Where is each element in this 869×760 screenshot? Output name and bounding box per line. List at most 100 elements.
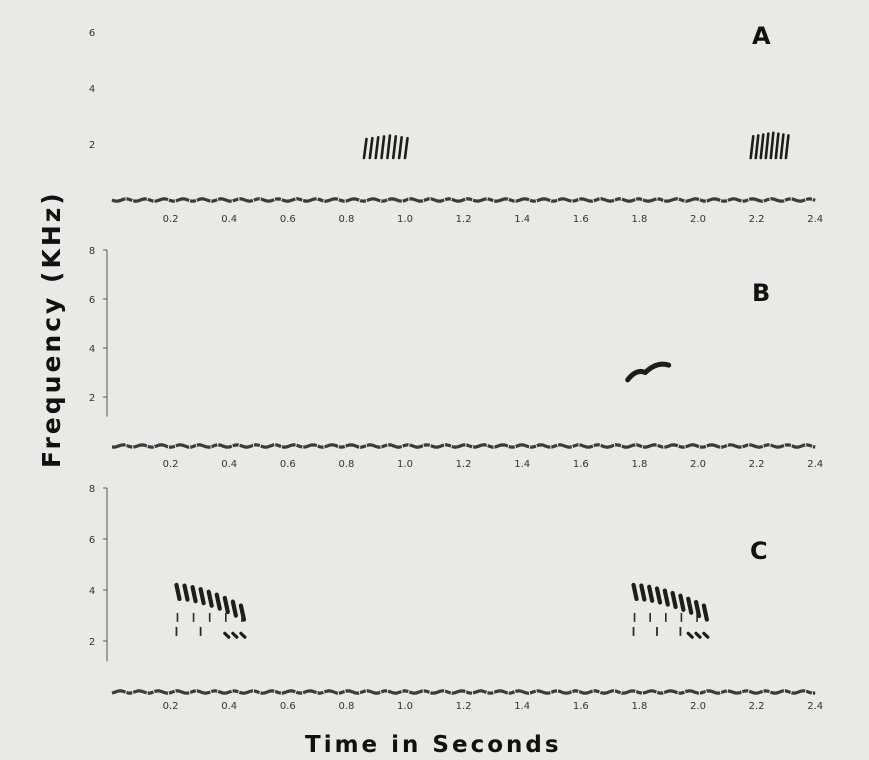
x-tick-label: 2.0 <box>690 459 706 470</box>
trill-note <box>391 135 398 160</box>
x-tick-label: 0.4 <box>221 214 237 225</box>
harmonic-tail <box>686 631 694 639</box>
x-tick-label: 0.6 <box>280 459 296 470</box>
panel-c: C 2 4 6 8 0.2 0.4 0.6 0.8 1.0 1.2 1.4 1.6 1.8 2.0 2.2 2.… <box>89 484 823 712</box>
trill-note <box>764 132 770 160</box>
x-tick-label: 2.4 <box>807 459 823 470</box>
x-tick-label: 0.8 <box>338 459 354 470</box>
trill-note <box>238 603 247 622</box>
x-tick-label: 1.2 <box>456 701 472 712</box>
syllable-2 <box>749 131 790 160</box>
trill-note <box>693 599 702 619</box>
x-tick-label: 1.0 <box>397 701 413 712</box>
x-tick-label: 1.4 <box>514 701 530 712</box>
y-tick-label: 2 <box>89 637 95 648</box>
x-tick-label: 2.4 <box>807 214 823 225</box>
panels-layer: A 2 4 6 8 0.2 0.4 0.6 0.8 1.0 1.2 1.4 1.6 1.8 2.0 2.2 2.… <box>89 22 823 712</box>
x-tick-label: 1.0 <box>397 214 413 225</box>
panel-b: B 2 4 6 8 0.2 0.4 0.6 0.8 1.0 1.2 1.4 1.6 1.8 2.0 2.2 2.… <box>89 246 823 470</box>
syllable-2 <box>642 361 672 375</box>
y-tick-label: 2 <box>89 393 95 404</box>
x-tick-label: 2.2 <box>749 214 765 225</box>
trill-note <box>662 588 670 607</box>
trill-note <box>754 134 760 160</box>
x-tick-label: 0.6 <box>280 214 296 225</box>
trill-note <box>686 596 694 615</box>
x-tick-label: 2.0 <box>690 701 706 712</box>
trill-note <box>769 131 775 160</box>
y-tick-label: 4 <box>89 586 95 597</box>
x-axis-label: Time in Seconds <box>305 732 562 758</box>
trill-note <box>784 134 790 160</box>
y-tick-label: 6 <box>89 535 95 546</box>
trill-note <box>190 585 198 604</box>
trill-note <box>774 132 780 160</box>
y-tick-label: 2 <box>89 140 95 151</box>
trill-note <box>222 595 230 615</box>
x-tick-label: 0.2 <box>163 214 179 225</box>
x-tick-label: 1.8 <box>631 701 647 712</box>
panel-a: A24680.20.40.60.81.01.21.41.61.82.02.22.… <box>89 22 823 225</box>
panel-letter: A <box>752 22 771 50</box>
trill-note <box>654 586 663 605</box>
panel-letter: B <box>752 279 770 307</box>
harmonic-tail <box>239 631 247 639</box>
trill-note <box>214 592 222 611</box>
x-tick-label: 2.2 <box>749 701 765 712</box>
trill-note <box>647 584 655 603</box>
trill-note <box>701 603 709 622</box>
trill-note <box>403 136 409 160</box>
trill-note <box>380 135 386 160</box>
x-tick-label: 1.0 <box>397 459 413 470</box>
y-axis-label: Frequency (KHz) <box>37 190 66 468</box>
trill-note <box>206 589 214 608</box>
trill-note <box>174 582 182 602</box>
x-tick-label: 0.8 <box>338 214 354 225</box>
x-tick-label: 0.2 <box>163 459 179 470</box>
x-tick-label: 1.6 <box>573 701 589 712</box>
y-tick-label: 4 <box>89 84 95 95</box>
slur-note <box>642 361 672 375</box>
x-tick-label: 1.2 <box>456 214 472 225</box>
x-tick-label: 1.4 <box>514 459 530 470</box>
trill-note <box>631 582 639 602</box>
trill-note <box>749 135 755 160</box>
trill-note <box>182 583 190 602</box>
x-tick-label: 2.4 <box>807 701 823 712</box>
trill-note <box>230 599 238 618</box>
x-tick-label: 1.6 <box>573 214 589 225</box>
x-tick-label: 0.2 <box>163 701 179 712</box>
x-tick-label: 1.8 <box>631 214 647 225</box>
y-tick-label: 6 <box>89 28 95 39</box>
harmonic-tail <box>223 631 231 639</box>
x-tick-label: 1.4 <box>514 214 530 225</box>
x-tick-label: 1.2 <box>456 459 472 470</box>
x-tick-label: 0.8 <box>338 701 354 712</box>
harmonic-tail <box>702 631 710 639</box>
x-tick-label: 1.8 <box>631 459 647 470</box>
y-tick-label: 8 <box>89 246 95 257</box>
trill-note <box>386 134 392 160</box>
panel-letter: C <box>750 537 768 565</box>
x-tick-label: 0.6 <box>280 701 296 712</box>
harmonic-tail <box>231 631 239 639</box>
y-tick-label: 8 <box>89 484 95 495</box>
harmonic-tail <box>694 631 702 639</box>
y-tick-label: 6 <box>89 295 95 306</box>
noise-baseline <box>111 689 816 695</box>
trill-note <box>368 136 374 160</box>
trill-note <box>779 133 785 160</box>
noise-baseline <box>111 443 816 449</box>
trill-note <box>678 593 686 612</box>
x-tick-label: 0.4 <box>221 701 237 712</box>
noise-baseline <box>111 197 816 203</box>
x-tick-label: 2.0 <box>690 214 706 225</box>
syllable-2 <box>631 582 710 639</box>
syllable-1 <box>362 134 409 160</box>
trill-note <box>670 590 678 610</box>
trill-note <box>198 587 206 606</box>
trill-note <box>759 133 765 160</box>
x-tick-label: 2.2 <box>749 459 765 470</box>
